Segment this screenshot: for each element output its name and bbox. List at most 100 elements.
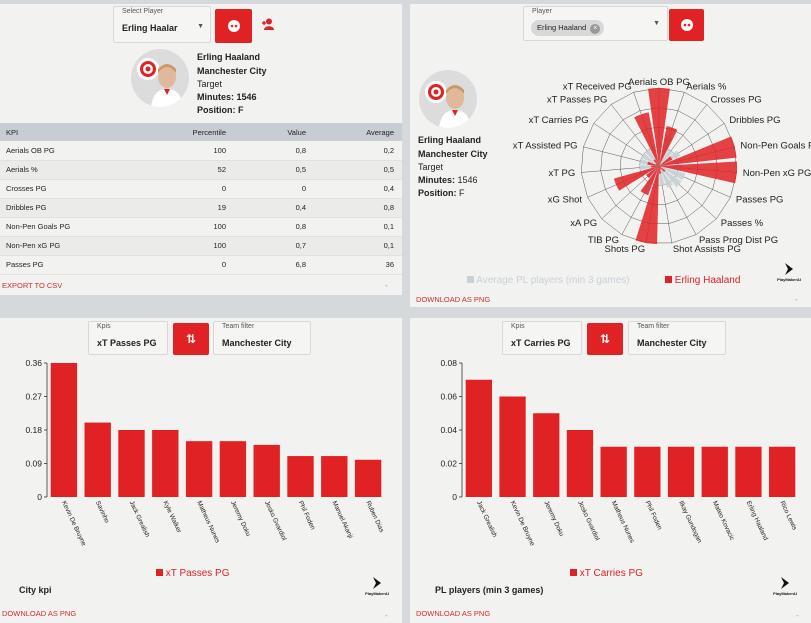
cell-kpi: Aerials OB PG: [0, 141, 154, 161]
kpis-dropdown[interactable]: Kpis xT Passes PG: [88, 321, 168, 355]
cell-value: 0: [234, 179, 314, 199]
bar[interactable]: [566, 430, 594, 497]
search-player-button[interactable]: [669, 9, 704, 41]
kpis-label: Kpis: [97, 323, 111, 330]
radar-wedge-player[interactable]: [659, 166, 666, 173]
panel-dash: -: [385, 281, 388, 290]
sort-button[interactable]: ⇅: [173, 323, 209, 355]
cell-average: 0,4: [314, 179, 402, 199]
x-tick-label: Jeremy Doku: [229, 500, 252, 538]
bar[interactable]: [634, 446, 661, 497]
download-png-link[interactable]: DOWNLOAD AS PNG: [416, 609, 491, 618]
search-player-button[interactable]: [215, 9, 252, 43]
kpis-dropdown[interactable]: Kpis xT Carries PG: [502, 321, 582, 355]
export-csv-link[interactable]: EXPORT TO CSV: [2, 281, 63, 290]
radar-wedge-player[interactable]: [634, 112, 659, 166]
add-user-icon[interactable]: [261, 18, 275, 33]
radar-wedge-average[interactable]: [659, 166, 673, 188]
player-team: Manchester City: [197, 66, 267, 76]
x-tick-label: Kyle Walker: [161, 500, 182, 535]
download-png-link[interactable]: DOWNLOAD AS PNG: [2, 609, 77, 618]
radar-wedge-player[interactable]: [659, 136, 737, 166]
cell-average: 0,5: [314, 160, 402, 180]
legend-city[interactable]: xT Passes PG: [156, 568, 230, 579]
cell-kpi: Crosses PG: [0, 179, 154, 199]
team-filter-dropdown[interactable]: Team filter Manchester City: [213, 321, 311, 355]
column-header-percentile[interactable]: Percentile: [154, 123, 234, 141]
bar[interactable]: [287, 456, 314, 497]
player-name: Erling Haaland: [418, 135, 482, 145]
x-tick-label: Jeremy Doku: [542, 500, 565, 538]
radar-wedge-player[interactable]: [659, 166, 662, 170]
table-row: Non-Pen xG PG 100 0,7 0,1: [0, 236, 402, 256]
select-player-label: Select Player: [122, 8, 164, 15]
radar-wedge-player[interactable]: [640, 166, 659, 196]
city-kpi-panel: Kpis xT Passes PG ⇅ Team filter Manchest…: [0, 318, 402, 623]
bar[interactable]: [253, 444, 280, 497]
cell-kpi: Passes PG: [0, 255, 154, 275]
bar[interactable]: [465, 379, 492, 497]
sort-button[interactable]: ⇅: [587, 323, 623, 355]
bar[interactable]: [499, 396, 526, 498]
legend-average[interactable]: Average PL players (min 3 games): [467, 275, 630, 286]
legend-player-label: Erling Haaland: [674, 275, 741, 286]
bar[interactable]: [667, 446, 695, 497]
radar-wedge-player[interactable]: [613, 166, 659, 191]
cell-percentile: 100: [154, 236, 234, 256]
radar-wedge-player[interactable]: [646, 166, 659, 179]
radar-wedge-player[interactable]: [659, 126, 678, 166]
team-filter-value: Manchester City: [637, 338, 707, 348]
player-multiselect[interactable]: Player Erling Haaland × ▼: [523, 6, 668, 41]
radar-wedge-average[interactable]: [659, 166, 686, 181]
radar-wedge-average[interactable]: [641, 153, 659, 166]
cell-average: 36: [314, 255, 402, 275]
legend-player[interactable]: Erling Haaland: [665, 275, 740, 286]
bar[interactable]: [735, 446, 762, 497]
bar[interactable]: [354, 459, 382, 497]
radar-wedge-player[interactable]: [659, 156, 673, 166]
bar[interactable]: [118, 430, 145, 497]
bar[interactable]: [701, 446, 728, 497]
x-tick-label: Ilkay Gundogan: [677, 500, 703, 545]
team-filter-dropdown[interactable]: Team filter Manchester City: [628, 321, 726, 355]
legend-average-label: Average PL players (min 3 games): [476, 275, 630, 286]
bar[interactable]: [50, 363, 78, 497]
chip-remove-icon[interactable]: ×: [590, 24, 601, 34]
bar[interactable]: [152, 430, 179, 497]
panel-dash: -: [796, 611, 799, 620]
bar[interactable]: [185, 441, 213, 497]
y-tick-label: 0: [452, 492, 457, 502]
radar-wedge-player[interactable]: [655, 163, 659, 166]
y-tick-label: 0.08: [440, 358, 457, 368]
chevron-down-icon[interactable]: ▼: [653, 20, 660, 27]
panel-dash: -: [795, 295, 798, 304]
legend-pl[interactable]: xT Carries PG: [570, 568, 643, 579]
bar[interactable]: [533, 413, 560, 497]
y-tick-label: 0.06: [440, 392, 457, 402]
radar-wedge-player[interactable]: [653, 159, 659, 166]
radar-wedge-player[interactable]: [647, 161, 659, 166]
player-select-label: Player: [532, 8, 552, 15]
legend-swatch: [570, 569, 577, 576]
radar-wedge-player[interactable]: [659, 166, 662, 174]
player-role: Target: [418, 162, 444, 172]
bar[interactable]: [600, 446, 627, 497]
bar[interactable]: [219, 441, 247, 497]
x-tick-label: Kevin De Bruyne: [509, 500, 536, 548]
radar-wedge-player[interactable]: [635, 166, 659, 244]
chevron-down-icon[interactable]: ▼: [197, 23, 204, 30]
column-header-average[interactable]: Average: [314, 123, 402, 141]
bar[interactable]: [321, 456, 348, 497]
bar[interactable]: [769, 446, 796, 497]
radar-wedge-average[interactable]: [659, 149, 674, 166]
team-filter-value: Manchester City: [222, 338, 292, 348]
download-png-link[interactable]: DOWNLOAD AS PNG: [416, 295, 491, 304]
bar[interactable]: [84, 422, 111, 497]
select-player-dropdown[interactable]: Select Player Erling Haalar ▼: [113, 6, 211, 43]
column-header-value[interactable]: Value: [234, 123, 314, 141]
radar-wedge-player[interactable]: [651, 165, 659, 168]
radar-wedge-player[interactable]: [648, 88, 670, 166]
column-header-kpi[interactable]: KPI: [0, 123, 154, 141]
cell-percentile: 100: [154, 217, 234, 237]
radar-wedge-player[interactable]: [659, 161, 737, 184]
